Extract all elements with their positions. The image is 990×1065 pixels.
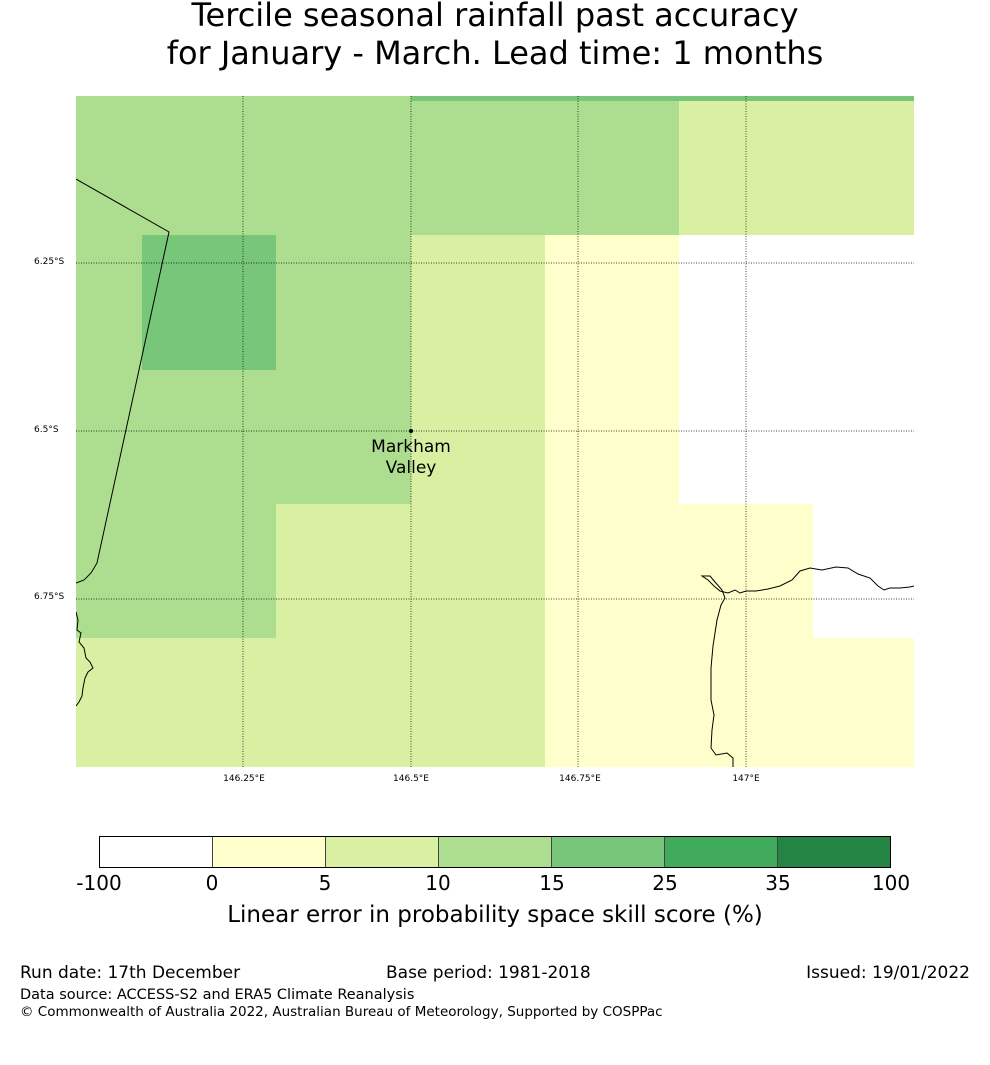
colorbar-segment	[778, 837, 890, 867]
cell	[679, 101, 914, 235]
place-name-line2: Valley	[385, 458, 437, 478]
lat-label-2: 6.5°S	[34, 425, 59, 435]
colorbar-tick: 35	[765, 871, 791, 895]
lon-label-4: 147°E	[732, 774, 760, 784]
copyright: © Commonwealth of Australia 2022, Austra…	[20, 1004, 663, 1020]
cell	[411, 96, 914, 101]
border-line	[76, 178, 170, 584]
cell	[411, 96, 679, 235]
cell	[545, 235, 679, 767]
cell	[76, 638, 276, 767]
colorbar-tick: 100	[871, 871, 911, 895]
issued-date: Issued: 19/01/2022	[806, 963, 970, 983]
colorbar-segment	[100, 837, 213, 867]
colorbar-segment	[213, 837, 326, 867]
colorbar-segment	[439, 837, 552, 867]
cell	[76, 504, 276, 638]
cell	[679, 504, 813, 767]
colorbar-tick: -100	[76, 871, 122, 895]
data-source: Data source: ACCESS-S2 and ERA5 Climate …	[20, 987, 415, 1003]
cell	[813, 504, 914, 638]
place-label: Markham Valley	[371, 437, 451, 479]
cell	[411, 235, 545, 767]
coastline-east	[700, 566, 914, 767]
colorbar-tick: 25	[652, 871, 678, 895]
lon-label-1: 146.25°E	[223, 774, 265, 784]
place-name-line1: Markham	[371, 437, 451, 457]
colorbar-tick: 15	[539, 871, 565, 895]
colorbar-segment	[665, 837, 778, 867]
lon-label-3: 146.75°E	[559, 774, 601, 784]
colorbar-tick: 0	[205, 871, 219, 895]
colorbar	[99, 836, 891, 868]
skill-grid	[76, 96, 914, 767]
cell	[142, 235, 276, 370]
lat-label-3: 6.75°S	[34, 592, 65, 602]
cell	[276, 504, 411, 767]
place-marker	[409, 429, 413, 433]
coastline-west	[76, 611, 94, 707]
colorbar-segment	[552, 837, 665, 867]
colorbar-segment	[326, 837, 439, 867]
run-date: Run date: 17th December	[20, 963, 241, 983]
lat-label-1: 6.25°S	[34, 257, 65, 267]
colorbar-label: Linear error in probability space skill …	[227, 902, 763, 928]
map-title-line2: for January - March. Lead time: 1 months	[166, 34, 824, 72]
skill-score-map	[76, 96, 914, 767]
base-period: Base period: 1981-2018	[386, 963, 591, 983]
cell	[679, 235, 914, 504]
colorbar-tick: 10	[425, 871, 451, 895]
lon-label-2: 146.5°E	[393, 774, 429, 784]
colorbar-tick: 5	[318, 871, 332, 895]
map-title-line1: Tercile seasonal rainfall past accuracy	[191, 0, 799, 34]
cell	[813, 638, 914, 767]
